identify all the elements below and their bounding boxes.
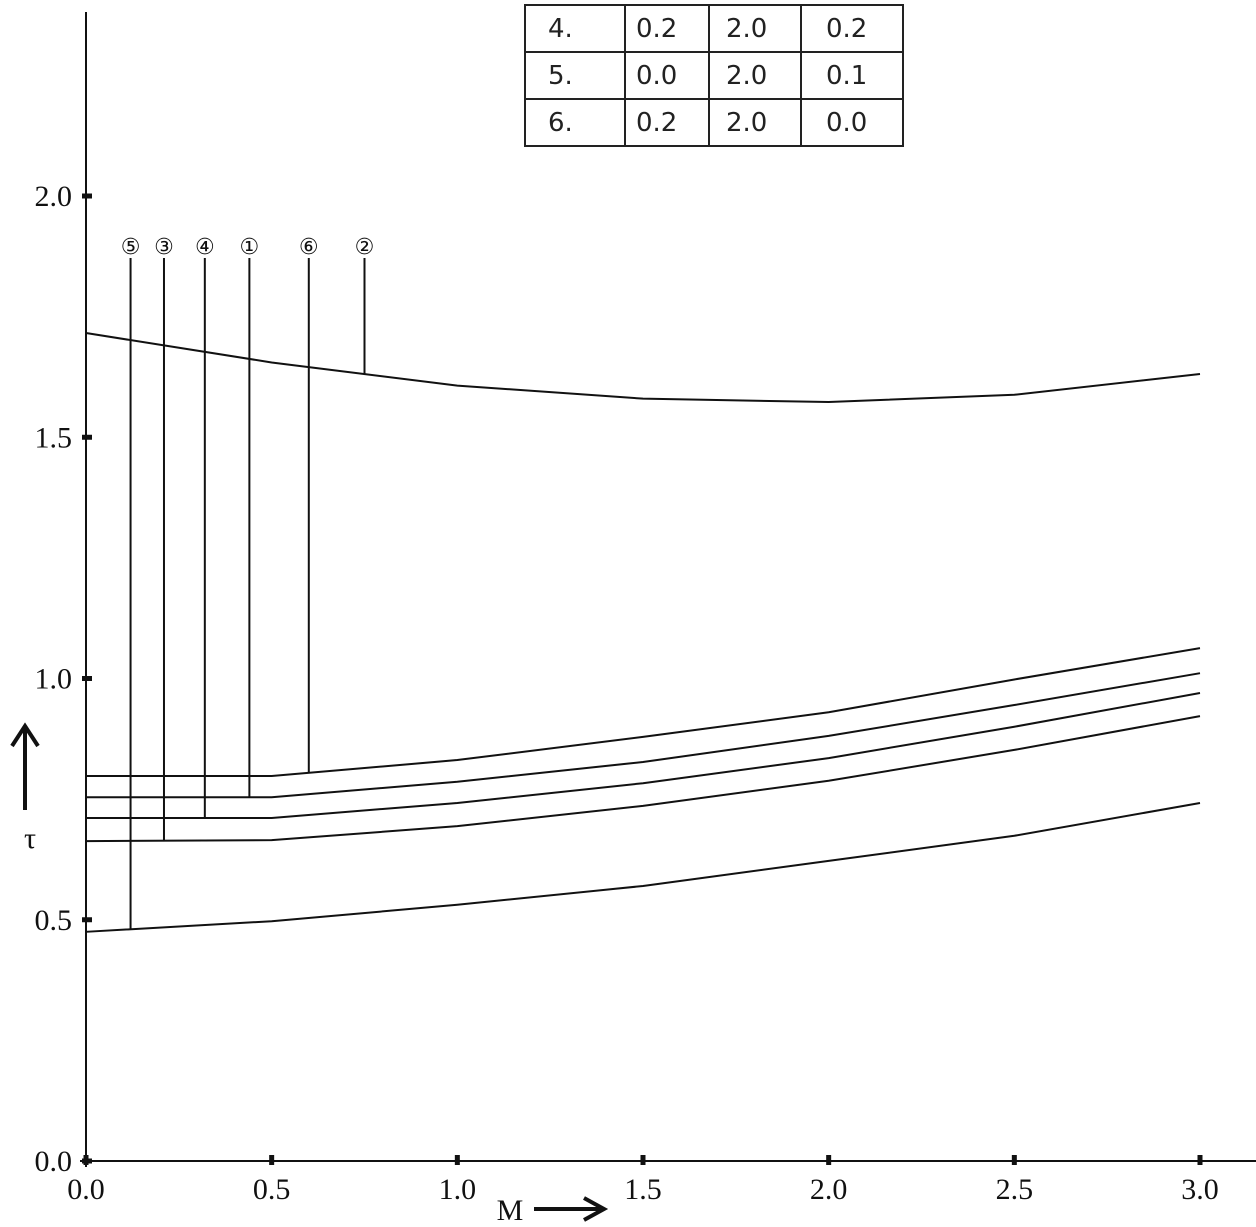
series-label: ⑥ — [299, 235, 319, 260]
table-cell: 4. — [524, 4, 626, 53]
y-tick-label: 0.5 — [35, 904, 73, 937]
x-tick-label: 0.5 — [253, 1173, 291, 1206]
table-cell: 0.1 — [800, 51, 904, 100]
table-cell: 5. — [524, 51, 626, 100]
series-label: ③ — [154, 235, 174, 260]
table-row: 4. 0.2 2.0 0.2 — [524, 4, 904, 53]
y-tick-label: 2.0 — [35, 180, 73, 213]
x-axis-label: M — [497, 1194, 524, 1227]
series-label: ⑤ — [121, 235, 141, 260]
parameter-table: 4. 0.2 2.0 0.2 5. 0.0 2.0 0.1 6. 0.2 2.0 0.0 — [524, 4, 904, 147]
y-arrow — [10, 722, 40, 810]
series-line — [85, 715, 1201, 843]
x-tick-label: 0.0 — [67, 1173, 105, 1206]
table-cell: 2.0 — [708, 51, 802, 100]
table-cell: 2.0 — [708, 98, 802, 147]
table-cell: 0.0 — [624, 51, 710, 100]
series-line — [86, 647, 1201, 777]
y-tick-label: 1.0 — [35, 663, 73, 696]
y-axis-label: τ — [24, 822, 36, 855]
y-tick-label: 0.0 — [35, 1145, 73, 1178]
x-tick-label: 2.5 — [996, 1173, 1034, 1206]
series-line — [85, 332, 1201, 404]
series-line — [86, 672, 1201, 799]
x-arrow — [534, 1196, 609, 1222]
x-tick-label: 3.0 — [1181, 1173, 1219, 1206]
series-label: ② — [355, 235, 375, 260]
x-tick-label: 1.0 — [439, 1173, 477, 1206]
table-cell: 0.2 — [624, 4, 710, 53]
table-row: 5. 0.0 2.0 0.1 — [524, 51, 904, 100]
series-label: ① — [240, 235, 260, 260]
series-label: ④ — [195, 235, 215, 260]
table-cell: 2.0 — [708, 4, 802, 53]
y-tick-label: 1.5 — [35, 421, 73, 454]
table-cell: 0.0 — [800, 98, 904, 147]
table-cell: 0.2 — [800, 4, 904, 53]
x-tick-label: 2.0 — [810, 1173, 848, 1206]
series-line — [85, 802, 1201, 933]
table-cell: 0.2 — [624, 98, 710, 147]
series-line — [86, 691, 1201, 819]
table-cell: 6. — [524, 98, 626, 147]
x-tick-label: 1.5 — [624, 1173, 662, 1206]
table-row: 6. 0.2 2.0 0.0 — [524, 98, 904, 147]
